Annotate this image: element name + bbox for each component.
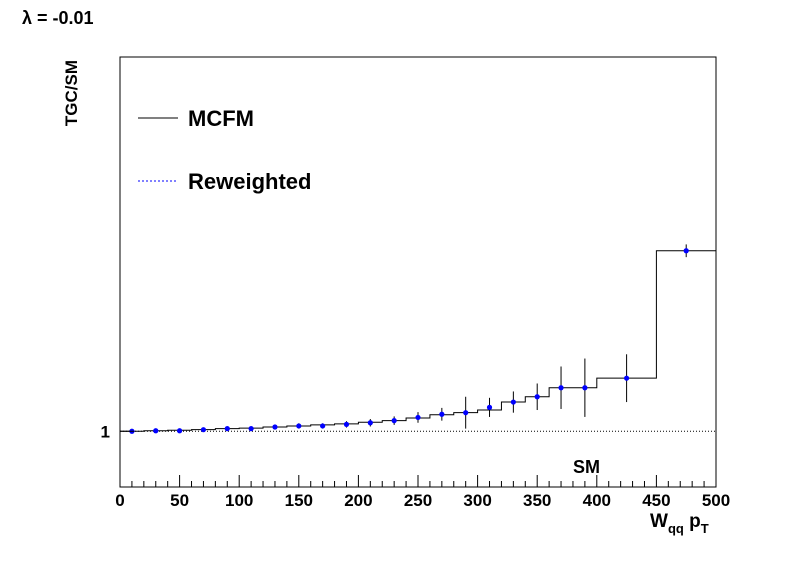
x-axis-label-main: W <box>650 511 668 532</box>
x-axis-label-sub2: T <box>701 521 709 536</box>
y-axis-ticks: 1 <box>101 422 134 441</box>
reweighted-point <box>415 414 421 421</box>
reweighted-point <box>343 421 350 427</box>
reweighted-point <box>248 426 254 432</box>
x-tick-label: 100 <box>225 491 253 510</box>
reweighted-point <box>534 394 540 400</box>
x-tick-label: 400 <box>583 491 611 510</box>
x-axis-label-sub1: qq <box>668 521 684 536</box>
reweighted-point <box>177 428 183 434</box>
x-tick-label: 50 <box>170 491 189 510</box>
chart-title: λ = -0.01 <box>22 8 94 28</box>
x-axis-label: Wqq pT <box>650 511 709 536</box>
reweighted-point <box>439 411 445 417</box>
reweighted-point <box>486 404 493 410</box>
x-tick-label: 350 <box>523 491 551 510</box>
x-tick-label: 500 <box>702 491 730 510</box>
x-tick-label: 150 <box>285 491 313 510</box>
x-axis-label-mid: p <box>684 511 701 532</box>
y-tick-label: 1 <box>101 422 110 441</box>
reweighted-point <box>582 385 588 391</box>
x-tick-label: 300 <box>463 491 491 510</box>
reweighted-point <box>683 248 689 254</box>
reweighted-point <box>272 424 278 430</box>
reweighted-point <box>367 420 373 426</box>
legend: MCFM Reweighted <box>138 106 311 194</box>
mcfm-step-line <box>120 250 716 432</box>
x-tick-label: 450 <box>642 491 670 510</box>
reweighted-point <box>558 385 564 391</box>
x-tick-label: 250 <box>404 491 432 510</box>
reweighted-point <box>624 375 630 381</box>
y-axis-label: TGC/SM <box>62 60 81 126</box>
reweighted-point <box>224 426 230 432</box>
legend-reweighted-label: Reweighted <box>188 169 311 194</box>
x-axis-ticks: 0 50 100 150 200 250 300 350 400 450 500 <box>115 475 730 510</box>
x-tick-label: 0 <box>115 491 124 510</box>
reweighted-points <box>129 244 689 434</box>
reweighted-point <box>463 410 469 416</box>
x-tick-label: 200 <box>344 491 372 510</box>
legend-mcfm-label: MCFM <box>188 106 254 131</box>
sm-reference-label: SM <box>573 457 600 477</box>
reweighted-point <box>296 423 302 429</box>
reweighted-point <box>510 399 516 405</box>
reweighted-point <box>200 427 207 433</box>
mcfm-histogram <box>120 250 716 432</box>
reweighted-point <box>320 423 326 429</box>
reweighted-point <box>391 418 397 424</box>
reweighted-point <box>153 428 159 434</box>
